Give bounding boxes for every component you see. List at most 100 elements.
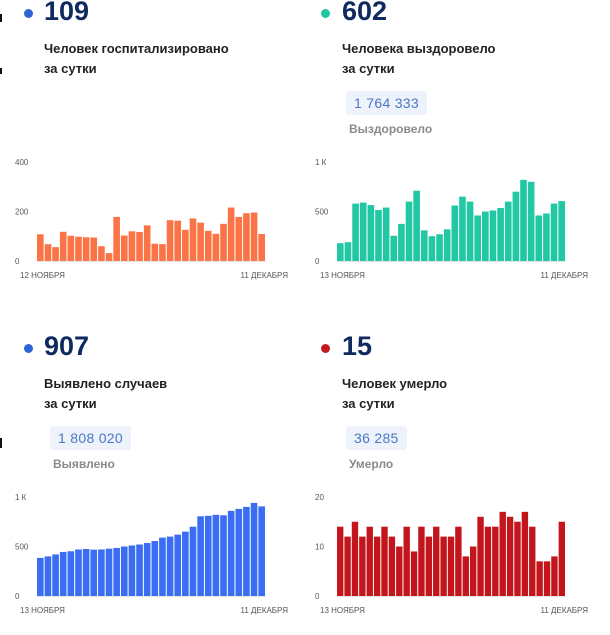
bar	[396, 546, 403, 596]
bar	[37, 234, 44, 261]
bar	[418, 526, 425, 596]
cases-panel: 907 Выявлено случаев за сутки 1 808 020 …	[0, 333, 300, 635]
bar	[410, 551, 418, 596]
bar	[75, 549, 82, 596]
total-badge: 1 808 020	[50, 426, 131, 450]
y-tick-label: 200	[15, 208, 29, 217]
accent-dot	[321, 9, 330, 18]
y-tick-label: 0	[15, 592, 20, 601]
bar	[543, 213, 550, 261]
bar	[258, 506, 265, 596]
bar	[128, 545, 136, 596]
bar	[174, 534, 182, 596]
accent-dot	[24, 9, 33, 18]
caption-line2: за сутки	[342, 396, 395, 411]
bar	[90, 549, 98, 596]
y-tick-label: 20	[315, 493, 324, 502]
bar	[373, 536, 381, 596]
y-tick-label: 1 К	[15, 493, 27, 502]
bar	[504, 201, 512, 261]
bar	[227, 510, 235, 596]
bar	[482, 211, 489, 261]
bar	[375, 210, 382, 261]
bar	[359, 202, 367, 261]
bar	[551, 556, 558, 596]
bar	[159, 537, 166, 596]
bar	[558, 201, 565, 261]
bar	[462, 556, 469, 596]
bar	[120, 546, 128, 596]
bar	[197, 222, 204, 261]
caption-line1: Человек госпитализировано	[44, 41, 229, 56]
bar	[113, 216, 120, 261]
bar	[527, 181, 535, 261]
bar	[98, 549, 105, 596]
bar	[447, 536, 455, 596]
bar	[159, 244, 166, 261]
bar	[90, 237, 98, 261]
bar	[443, 229, 451, 261]
bar	[44, 244, 52, 261]
bar	[359, 536, 366, 596]
bar	[529, 526, 536, 596]
bar	[550, 203, 558, 261]
bar	[98, 246, 105, 261]
accent-dot	[24, 344, 33, 353]
bar	[436, 234, 443, 261]
bar	[381, 526, 388, 596]
bar-chart: 1 К 500 013 НОЯБРЯ 11 ДЕКАБРЯ	[15, 493, 289, 615]
bar	[204, 515, 212, 596]
y-tick-label: 400	[15, 158, 29, 167]
bar	[220, 223, 227, 262]
bar	[390, 235, 398, 261]
bar	[113, 547, 120, 596]
bar	[166, 536, 174, 596]
bar	[433, 526, 440, 596]
bar	[474, 215, 482, 261]
bar	[143, 543, 151, 596]
x-end-label: 11 ДЕКАБРЯ	[541, 606, 589, 615]
bar	[466, 201, 474, 261]
bar	[351, 521, 359, 596]
x-start-label: 13 НОЯБРЯ	[320, 606, 365, 615]
bar	[82, 548, 90, 596]
total-badge: 36 285	[346, 426, 407, 450]
x-end-label: 11 ДЕКАБРЯ	[241, 606, 289, 615]
bar	[197, 516, 204, 596]
bar	[37, 557, 44, 596]
bar	[227, 207, 235, 261]
bar	[489, 210, 497, 261]
bar	[204, 230, 212, 261]
bar	[243, 213, 250, 261]
bar	[174, 220, 182, 261]
x-start-label: 13 НОЯБРЯ	[320, 271, 365, 280]
bar	[136, 544, 143, 596]
bar	[352, 203, 359, 261]
recovered-panel: 602 Человека выздоровело за сутки 1 764 …	[300, 0, 600, 300]
y-tick-label: 0	[315, 257, 320, 266]
bar	[367, 205, 375, 261]
total-label: Выздоровело	[349, 122, 433, 136]
bar	[492, 526, 499, 596]
bar	[382, 207, 390, 261]
bar	[497, 208, 504, 261]
x-start-label: 12 НОЯБРЯ	[20, 271, 65, 280]
bar-chart: 20 10 013 НОЯБРЯ 11 ДЕКАБРЯ	[315, 493, 589, 615]
bar	[52, 554, 59, 596]
bar	[250, 502, 258, 596]
bar	[128, 231, 136, 261]
bar	[344, 536, 351, 596]
bar-chart: 1 К 500 013 НОЯБРЯ 11 ДЕКАБРЯ	[315, 158, 588, 280]
bar	[514, 521, 521, 596]
bar	[82, 237, 90, 261]
bar	[543, 561, 551, 596]
bar	[235, 508, 243, 596]
bar	[477, 516, 484, 596]
bar	[151, 541, 159, 596]
bar	[189, 218, 197, 261]
daily-number: 109	[44, 0, 90, 26]
bar	[520, 179, 527, 261]
caption-line1: Человек умерло	[342, 376, 448, 391]
bar	[388, 536, 396, 596]
bar	[220, 515, 227, 596]
